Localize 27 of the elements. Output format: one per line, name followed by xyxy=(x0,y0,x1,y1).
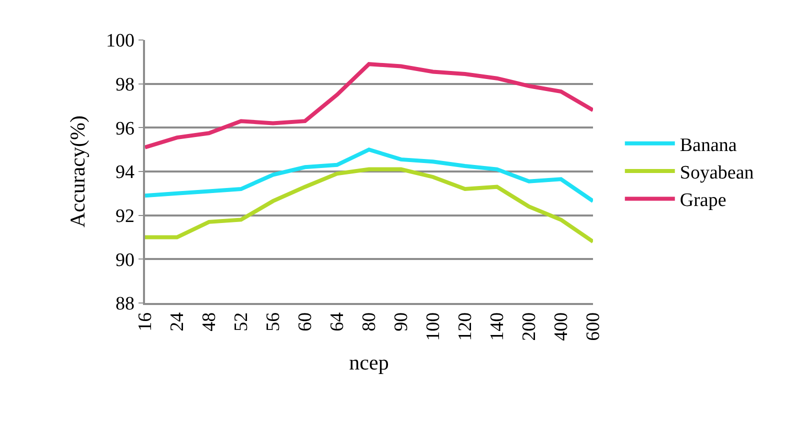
x-tick-label: 56 xyxy=(263,312,284,332)
y-tick-label: 90 xyxy=(115,250,134,271)
x-tick-label: 120 xyxy=(455,312,476,341)
x-tick-label: 600 xyxy=(583,312,604,341)
x-tick-label: 64 xyxy=(327,312,348,332)
x-tick-label: 48 xyxy=(199,312,220,332)
x-tick-label: 90 xyxy=(391,312,412,332)
y-tick-label: 100 xyxy=(106,30,134,52)
x-tick-label: 60 xyxy=(295,312,316,332)
x-tick-label: 52 xyxy=(231,312,252,332)
y-tick-label: 96 xyxy=(115,118,134,140)
legend-label: Grape xyxy=(680,190,726,212)
legend-label: Soyabean xyxy=(680,162,754,184)
x-tick-label: 100 xyxy=(423,312,444,341)
legend-label: Banana xyxy=(680,134,738,156)
x-axis-title: ncep xyxy=(349,350,389,375)
x-tick-label: 80 xyxy=(359,312,380,332)
x-tick-label: 400 xyxy=(551,312,572,341)
x-tick-label: 140 xyxy=(487,312,508,341)
y-axis-title: Accuracy(%) xyxy=(66,116,90,228)
x-tick-label: 24 xyxy=(167,312,188,332)
y-tick-label: 88 xyxy=(115,294,134,315)
x-tick-label: 16 xyxy=(135,312,156,332)
y-tick-label: 98 xyxy=(115,74,134,96)
y-tick-label: 94 xyxy=(115,162,135,184)
x-tick-label: 200 xyxy=(519,312,540,341)
y-tick-label: 92 xyxy=(115,206,134,227)
